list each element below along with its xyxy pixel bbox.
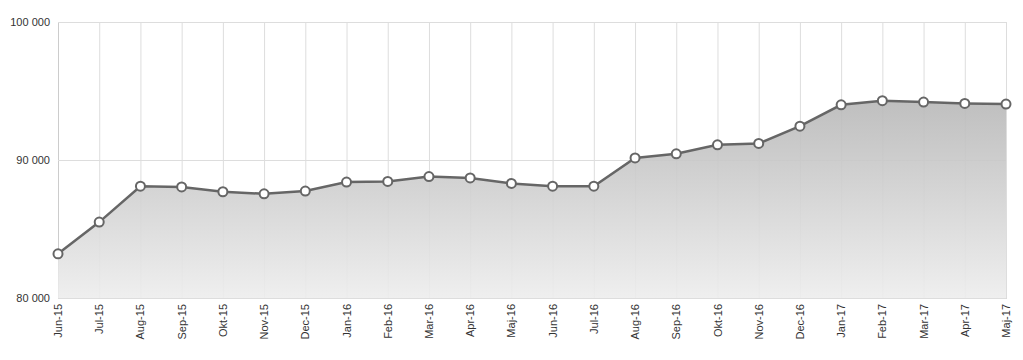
y-grid-line bbox=[58, 22, 1006, 23]
y-axis-line bbox=[59, 23, 1007, 299]
x-tick-label: Nov-15 bbox=[258, 304, 270, 339]
point bbox=[1002, 100, 1011, 109]
x-tick-label: Jan-16 bbox=[341, 304, 353, 338]
y-axis: 80 000 90 000 100 000 bbox=[10, 16, 1006, 304]
point bbox=[713, 140, 722, 149]
x-grid-line bbox=[1006, 22, 1007, 298]
point bbox=[466, 173, 475, 182]
point bbox=[837, 100, 846, 109]
point bbox=[672, 149, 681, 158]
x-tick-label: Jun-15 bbox=[52, 304, 64, 338]
point bbox=[960, 99, 969, 108]
x-tick-label: Jun-16 bbox=[547, 304, 559, 338]
y-grid-line bbox=[58, 298, 1006, 299]
x-tick-label: Mar-16 bbox=[423, 304, 435, 339]
y-tick-label: 100 000 bbox=[10, 16, 50, 28]
plot: Jun-15 Jul-15 Aug-15 Sep-15 Okt-15 Nov-15 Dec-… bbox=[10, 16, 1012, 339]
area bbox=[58, 101, 1006, 298]
x-tick-label: Aug-15 bbox=[134, 304, 146, 339]
x-tick-label: Okt-15 bbox=[217, 304, 229, 337]
x-tick-label: Jul-16 bbox=[588, 304, 600, 334]
x-tick-label: Aug-16 bbox=[629, 304, 641, 339]
x-axis-line bbox=[59, 22, 1007, 299]
x-tick-label: Feb-16 bbox=[382, 304, 394, 339]
x-tick-label: Okt-16 bbox=[711, 304, 723, 337]
x-tick-label: Nov-16 bbox=[753, 304, 765, 339]
x-tick-label: Jul-15 bbox=[93, 304, 105, 334]
point bbox=[878, 96, 887, 105]
point bbox=[919, 98, 928, 107]
point bbox=[383, 177, 392, 186]
x-tick-label: Dec-15 bbox=[299, 304, 311, 339]
line bbox=[58, 101, 1006, 254]
marks bbox=[54, 96, 1011, 298]
point bbox=[507, 179, 516, 188]
point bbox=[795, 122, 804, 131]
point bbox=[589, 182, 598, 191]
point bbox=[631, 153, 640, 162]
x-tick-label: Maj-16 bbox=[505, 304, 517, 338]
x-tick-label: Sep-15 bbox=[176, 304, 188, 339]
x-tick-label: Mar-17 bbox=[918, 304, 930, 339]
y-tick-label: 80 000 bbox=[16, 292, 50, 304]
x-axis: Jun-15 Jul-15 Aug-15 Sep-15 Okt-15 Nov-15 Dec-… bbox=[52, 22, 1012, 339]
point bbox=[424, 172, 433, 181]
point bbox=[301, 187, 310, 196]
chart: Jun-15 Jul-15 Aug-15 Sep-15 Okt-15 Nov-15 Dec-… bbox=[0, 0, 1023, 360]
x-tick-label: Apr-17 bbox=[959, 304, 971, 337]
point bbox=[218, 187, 227, 196]
x-tick-label: Maj-17 bbox=[1000, 304, 1012, 338]
y-tick-label: 90 000 bbox=[16, 154, 50, 166]
x-tick-label: Apr-16 bbox=[464, 304, 476, 337]
point bbox=[136, 182, 145, 191]
x-tick-label: Dec-16 bbox=[794, 304, 806, 339]
x-tick-label: Jan-17 bbox=[835, 304, 847, 338]
point bbox=[95, 218, 104, 227]
x-tick-label: Feb-17 bbox=[876, 304, 888, 339]
point bbox=[177, 182, 186, 191]
point bbox=[754, 139, 763, 148]
y-tick: 100 000 bbox=[10, 16, 1006, 28]
x-tick-label: Sep-16 bbox=[670, 304, 682, 339]
point bbox=[260, 189, 269, 198]
point bbox=[54, 249, 63, 258]
point bbox=[342, 178, 351, 187]
point bbox=[548, 182, 557, 191]
